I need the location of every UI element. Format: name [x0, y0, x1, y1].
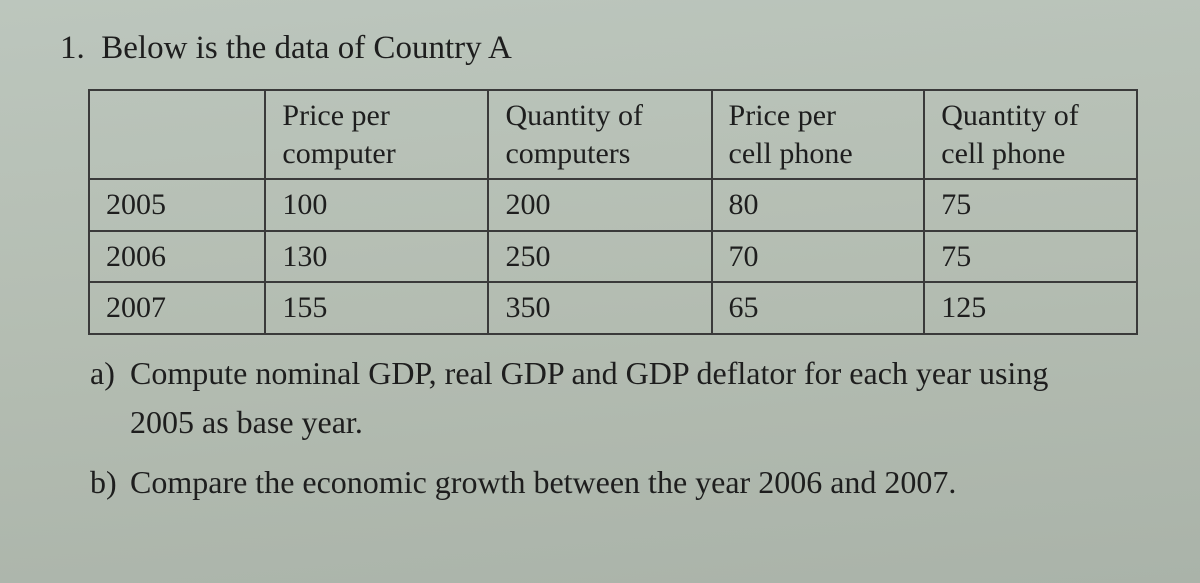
table-header-row: Price per computer Quantity of computers… [89, 90, 1137, 179]
part-b-body: Compare the economic growth between the … [130, 458, 1150, 508]
question-intro: Below is the data of Country A [101, 30, 512, 66]
cell-price-comp: 155 [265, 282, 488, 334]
cell-price-comp: 100 [265, 179, 488, 231]
cell-qty-cell: 75 [924, 179, 1137, 231]
part-a: a) Compute nominal GDP, real GDP and GDP… [90, 349, 1150, 448]
col-header-qty-cell: Quantity of cell phone [924, 90, 1137, 179]
col-header-line: cell phone [729, 137, 853, 170]
col-header-line: computer [282, 137, 395, 170]
cell-qty-comp: 250 [488, 231, 711, 283]
table-row: 2007 155 350 65 125 [89, 282, 1137, 334]
cell-qty-comp: 200 [488, 179, 711, 231]
question-number: 1. [60, 30, 85, 66]
col-header-line: Price per [729, 99, 836, 132]
cell-year: 2005 [89, 179, 265, 231]
cell-qty-cell: 75 [924, 231, 1137, 283]
col-header-line: Quantity of [941, 99, 1078, 132]
cell-price-comp: 130 [265, 231, 488, 283]
question-title: 1. Below is the data of Country A [60, 30, 1150, 67]
cell-year: 2006 [89, 231, 265, 283]
cell-year: 2007 [89, 282, 265, 334]
col-header-line: cell phone [941, 137, 1065, 170]
part-a-label: a) [90, 349, 130, 448]
question-parts: a) Compute nominal GDP, real GDP and GDP… [90, 349, 1150, 508]
cell-price-cell: 80 [712, 179, 925, 231]
part-a-body: Compute nominal GDP, real GDP and GDP de… [130, 349, 1150, 448]
col-header-year [89, 90, 265, 179]
col-header-line: Quantity of [505, 99, 642, 132]
col-header-qty-computers: Quantity of computers [488, 90, 711, 179]
cell-qty-cell: 125 [924, 282, 1137, 334]
cell-price-cell: 70 [712, 231, 925, 283]
part-b-label: b) [90, 458, 130, 508]
data-table: Price per computer Quantity of computers… [88, 89, 1138, 335]
col-header-price-computer: Price per computer [265, 90, 488, 179]
table-row: 2006 130 250 70 75 [89, 231, 1137, 283]
col-header-line: Price per [282, 99, 389, 132]
table-row: 2005 100 200 80 75 [89, 179, 1137, 231]
col-header-price-cell: Price per cell phone [712, 90, 925, 179]
part-a-line1: Compute nominal GDP, real GDP and GDP de… [130, 355, 1048, 391]
cell-price-cell: 65 [712, 282, 925, 334]
cell-qty-comp: 350 [488, 282, 711, 334]
part-b: b) Compare the economic growth between t… [90, 458, 1150, 508]
question-sheet: 1. Below is the data of Country A Price … [0, 0, 1200, 507]
part-a-line2: 2005 as base year. [130, 404, 363, 440]
col-header-line: computers [505, 137, 630, 170]
